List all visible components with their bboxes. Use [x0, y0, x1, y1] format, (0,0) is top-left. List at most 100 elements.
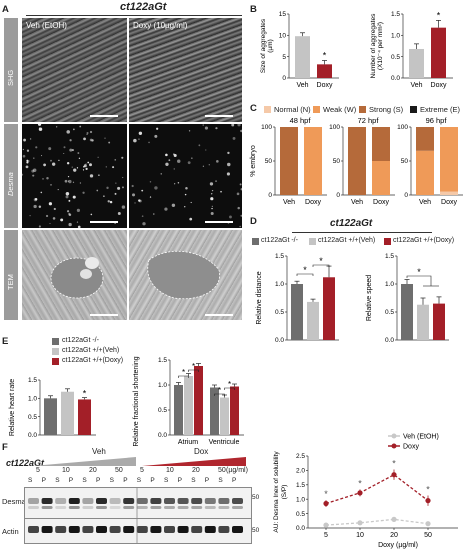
desma-band	[136, 498, 148, 504]
punctum	[191, 157, 193, 159]
actin-band	[204, 526, 216, 533]
actin-band	[164, 526, 175, 533]
punctum	[236, 192, 240, 196]
punctum	[112, 166, 115, 169]
punctum	[202, 165, 205, 167]
supernatant-label: S	[218, 477, 223, 484]
punctum	[56, 126, 58, 128]
desma-band	[232, 498, 243, 504]
punctum	[60, 218, 64, 222]
punctum	[240, 129, 242, 133]
punctum	[86, 131, 89, 135]
punctum	[76, 221, 79, 223]
x-tick-label: Veh	[351, 199, 363, 206]
punctum	[82, 191, 85, 194]
bar	[401, 284, 413, 340]
punctum	[237, 206, 240, 210]
punctum	[134, 202, 136, 204]
y-tick-label: 100	[261, 124, 272, 131]
actin-band	[82, 526, 94, 533]
punctum	[49, 222, 51, 224]
bar	[44, 398, 57, 435]
y-tick-label: 15	[279, 11, 287, 18]
pellet-label: P	[41, 477, 46, 484]
punctum	[27, 160, 30, 162]
row-label-bar-desma	[4, 124, 18, 228]
punctum	[232, 136, 236, 140]
punctum	[45, 214, 49, 218]
y-axis-label: AU: Desma Inex of solubility	[273, 451, 280, 533]
stacked-bar-segment	[372, 161, 390, 195]
y-tick-label: 0.5	[28, 414, 37, 421]
row-label-desma: Desma	[6, 172, 15, 196]
desma-band-minor	[164, 506, 175, 509]
stacked-bar-segment	[440, 191, 458, 195]
punctum	[122, 186, 124, 189]
punctum	[239, 225, 241, 228]
concentration-label: 50	[115, 467, 123, 474]
punctum	[117, 186, 121, 190]
legend-label-doxy: Doxy	[403, 444, 419, 451]
supernatant-label: S	[191, 477, 196, 484]
y-tick-label: 50	[265, 158, 273, 165]
x-tick-label: Veh	[283, 199, 295, 206]
tem-outline	[50, 257, 104, 299]
cond-label-doxy: Doxy (10µg/ml)	[133, 21, 188, 30]
punctum	[210, 193, 213, 195]
concentration-label: 5	[140, 467, 144, 474]
y-axis-label: % embryo	[250, 145, 257, 177]
subplot-title: 96 hpf	[426, 116, 448, 125]
punctum	[89, 174, 94, 178]
legend-swatch-doxy	[52, 358, 59, 365]
tem-image-veh	[22, 230, 127, 320]
panel-b-letter: B	[250, 4, 257, 15]
concentration-wedges	[32, 457, 246, 466]
panel-c-letter: C	[250, 103, 257, 114]
punctum	[33, 204, 37, 209]
punctum	[46, 177, 49, 180]
y-tick-label: 100	[329, 124, 340, 131]
desma-band	[96, 498, 107, 504]
punctum	[229, 215, 232, 219]
desma-band-minor	[82, 506, 94, 509]
panel-a-title-rule	[26, 15, 242, 16]
punctum	[184, 193, 187, 196]
y-tick-label: 1.0	[28, 396, 37, 403]
legend-label-veh: ct122aGt +/+(Veh)	[318, 237, 376, 244]
panel-d-letter: D	[250, 216, 257, 227]
punctum	[177, 159, 181, 163]
pellet-label: P	[204, 477, 210, 484]
desma-band-minor	[123, 506, 135, 509]
bar	[409, 48, 424, 78]
punctum	[48, 147, 52, 151]
mw-label-actin: 50	[252, 527, 260, 534]
panel-a-title: ct122aGt	[120, 1, 167, 13]
y-tick-label: 1.0	[385, 281, 394, 288]
legend-label-ko: ct122aGt -/-	[261, 237, 298, 244]
actin-band	[96, 526, 107, 533]
significance-star: *	[83, 389, 87, 399]
punctum	[87, 161, 90, 164]
row-label-shg: SHG	[6, 69, 15, 86]
punctum	[57, 188, 59, 191]
y-axis-label: (X10⁻⁴ per mm²)	[377, 22, 384, 70]
actin-band	[28, 526, 39, 533]
legend-label-veh: ct122aGt +/+(Veh)	[62, 347, 120, 354]
legend-swatch-doxy	[384, 238, 391, 245]
y-tick-label: 0.5	[391, 54, 400, 61]
data-point	[323, 522, 329, 528]
desma-band-minor	[96, 506, 107, 509]
desma-band-minor	[136, 506, 148, 509]
series-line	[325, 518, 429, 526]
punctum	[37, 124, 42, 126]
actin-band	[136, 526, 148, 533]
punctum	[69, 139, 72, 142]
punctum	[68, 199, 71, 202]
y-tick-label: 0.5	[275, 309, 284, 316]
supernatant-label: S	[28, 477, 33, 484]
punctum	[215, 127, 218, 130]
punctum	[98, 174, 100, 176]
x-axis-label: Doxy (µg/ml)	[378, 542, 418, 549]
punctum	[40, 191, 43, 194]
bar	[184, 376, 193, 435]
